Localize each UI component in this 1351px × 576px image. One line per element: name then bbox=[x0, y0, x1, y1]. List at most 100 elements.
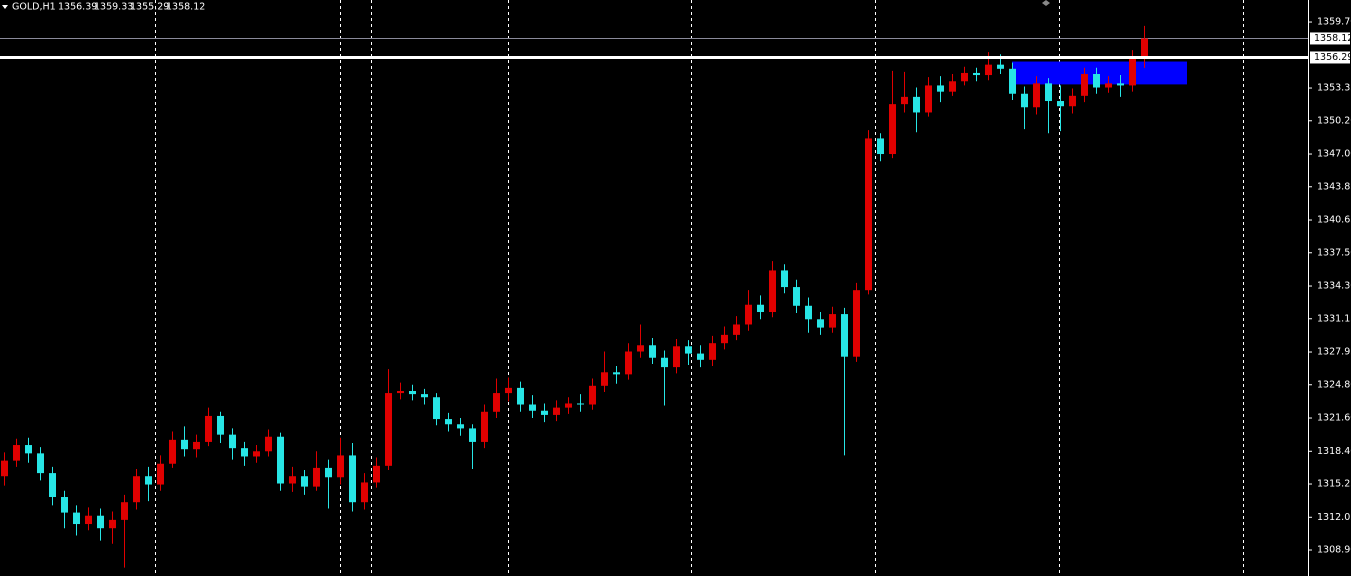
candle-body bbox=[829, 314, 836, 328]
candle-body bbox=[529, 404, 536, 411]
time-grid bbox=[155, 0, 1244, 576]
header-high: 1359.33 bbox=[94, 2, 133, 13]
candle-body bbox=[109, 519, 116, 529]
candle-body bbox=[925, 85, 932, 113]
y-tick-label: 1334.30 bbox=[1317, 281, 1351, 292]
candle-body bbox=[793, 287, 800, 306]
candle-body bbox=[373, 465, 380, 483]
candle-body bbox=[301, 476, 308, 487]
candle-body bbox=[613, 372, 620, 375]
candle-body bbox=[961, 72, 968, 82]
y-tick-label: 1315.25 bbox=[1317, 479, 1351, 490]
candle-body bbox=[565, 403, 572, 408]
candle-body bbox=[241, 448, 248, 457]
candle-body bbox=[685, 346, 692, 354]
candle-body bbox=[1033, 83, 1040, 108]
candle-body bbox=[853, 290, 860, 357]
candle-body bbox=[397, 390, 404, 394]
candle-body bbox=[193, 441, 200, 450]
candle-body bbox=[469, 428, 476, 442]
candle-body bbox=[733, 324, 740, 335]
candle-body bbox=[49, 473, 56, 498]
candle-body bbox=[949, 81, 956, 92]
marker-icon bbox=[1042, 0, 1050, 6]
candle-body bbox=[553, 407, 560, 415]
candle-body bbox=[517, 387, 524, 405]
candle-body bbox=[625, 351, 632, 375]
header-open: 1356.39 bbox=[58, 2, 97, 13]
candle-body bbox=[169, 439, 176, 464]
candle-body bbox=[709, 343, 716, 360]
candle-body bbox=[61, 497, 68, 513]
y-tick-label: 1353.35 bbox=[1317, 83, 1351, 94]
price-box bbox=[1310, 51, 1350, 64]
candle-body bbox=[181, 439, 188, 450]
candle-body bbox=[865, 138, 872, 291]
y-tick-label: 1318.40 bbox=[1317, 446, 1351, 457]
candle-body bbox=[1093, 74, 1100, 88]
candle-body bbox=[505, 387, 512, 394]
zone bbox=[1012, 61, 1187, 85]
candle-body bbox=[349, 455, 356, 503]
candle-body bbox=[229, 434, 236, 449]
candle-body bbox=[1069, 95, 1076, 107]
candle-body bbox=[769, 270, 776, 313]
y-tick-label: 1308.90 bbox=[1317, 545, 1351, 556]
candle-body bbox=[337, 455, 344, 478]
candle-body bbox=[805, 305, 812, 320]
candle-body bbox=[1129, 56, 1136, 86]
candle-body bbox=[841, 314, 848, 357]
candle-body bbox=[97, 515, 104, 529]
candle-body bbox=[205, 415, 212, 442]
menu-arrow[interactable] bbox=[2, 5, 8, 9]
candle-body bbox=[289, 476, 296, 484]
candle-body bbox=[457, 424, 464, 429]
symbol: GOLD,H1 bbox=[12, 2, 56, 13]
candle-body bbox=[1141, 38, 1148, 57]
candle-body bbox=[253, 451, 260, 457]
candle-body bbox=[121, 502, 128, 520]
y-tick-label: 1347.00 bbox=[1317, 149, 1351, 160]
candle-body bbox=[13, 445, 20, 461]
candle-body bbox=[313, 467, 320, 487]
y-tick-label: 1337.50 bbox=[1317, 247, 1351, 258]
candle-body bbox=[937, 85, 944, 92]
candle-body bbox=[217, 415, 224, 435]
candle-body bbox=[433, 397, 440, 420]
y-tick-label: 1324.80 bbox=[1317, 379, 1351, 390]
candle-body bbox=[649, 345, 656, 358]
candle-body bbox=[745, 304, 752, 325]
candle-body bbox=[901, 96, 908, 105]
candle-body bbox=[889, 104, 896, 155]
candle-body bbox=[817, 319, 824, 328]
candle-body bbox=[445, 419, 452, 425]
y-tick-label: 1343.85 bbox=[1317, 181, 1351, 192]
candle-body bbox=[877, 138, 884, 155]
y-tick-label: 1327.95 bbox=[1317, 347, 1351, 358]
candle-body bbox=[1021, 93, 1028, 108]
price-box-label: 1356.29 bbox=[1314, 52, 1351, 63]
candle-body bbox=[133, 476, 140, 503]
candle-body bbox=[73, 512, 80, 525]
candle-body bbox=[577, 403, 584, 405]
candle-body bbox=[409, 390, 416, 395]
candle-body bbox=[157, 463, 164, 485]
candle-body bbox=[493, 393, 500, 412]
candle-body bbox=[913, 96, 920, 113]
candle-body bbox=[973, 72, 980, 76]
candle-body bbox=[1057, 101, 1064, 107]
candle-body bbox=[781, 270, 788, 288]
candle-body bbox=[589, 385, 596, 405]
price-box-label: 1358.12 bbox=[1314, 33, 1351, 44]
candle-body bbox=[37, 453, 44, 474]
candle-body bbox=[25, 445, 32, 454]
candle-body bbox=[277, 436, 284, 484]
candle-body bbox=[661, 357, 668, 368]
candle-body bbox=[1045, 83, 1052, 102]
candle-body bbox=[145, 476, 152, 485]
candle-body bbox=[985, 64, 992, 76]
candle-body bbox=[697, 353, 704, 360]
candle-body bbox=[997, 64, 1004, 69]
